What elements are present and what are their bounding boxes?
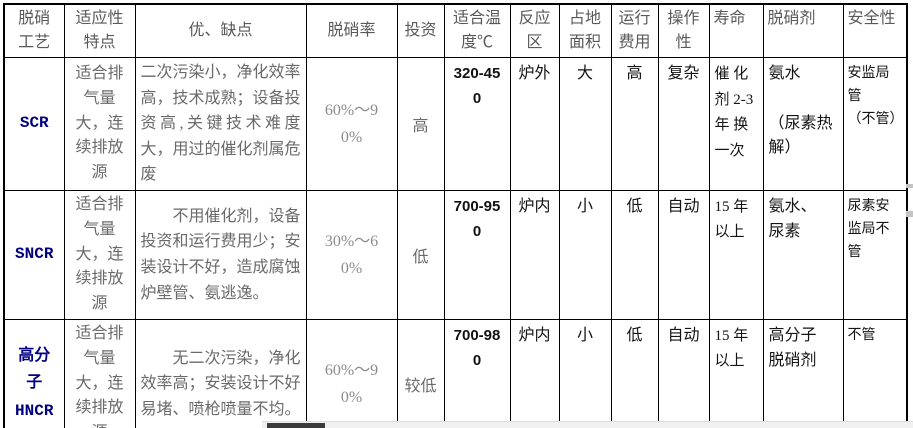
column-header-rate: 脱硝率 xyxy=(305,3,398,58)
cell-investment: 低 xyxy=(396,189,445,320)
column-header-running-cost: 运行 费用 xyxy=(610,3,659,58)
column-header-floor-area: 占地 面积 xyxy=(558,3,612,58)
column-header-investment: 投资 xyxy=(396,3,445,58)
column-header-safety: 安全性 xyxy=(842,3,908,58)
header-row: 脱硝 工艺 适应性 特点 优、缺点 脱硝率 投资 适合温 度℃ 反应 区 占地 … xyxy=(3,3,908,58)
cell-rate: 30%～6 0% xyxy=(305,189,398,320)
cell-rate: 60%～9 0% xyxy=(305,57,398,191)
cell-pros-cons: 无二次污染，净化效率高；安装设计不好易堵、喷枪喷量不均。 xyxy=(134,318,307,428)
cell-lifespan: 15 年 以上 xyxy=(708,318,764,428)
table-row-sncr: SNCR 适合排 气量 大，连 续排放 源 不用催化剂，设备投资和运行费用少；安… xyxy=(3,189,908,320)
cell-operability: 复杂 xyxy=(657,57,710,191)
cell-investment: 较低 xyxy=(396,318,445,428)
horizontal-scrollbar[interactable] xyxy=(262,421,913,428)
cell-agent: 氨水、 尿素 xyxy=(762,189,844,320)
cell-pros-cons: 二次污染小，净化效率高，技术成熟；设备投资高,关键技术难度大，用过的催化剂属危废 xyxy=(134,57,307,191)
cell-lifespan: 15 年 以上 xyxy=(708,189,764,320)
denitrification-comparison-table: 脱硝 工艺 适应性 特点 优、缺点 脱硝率 投资 适合温 度℃ 反应 区 占地 … xyxy=(3,3,908,428)
cell-floor-area: 小 xyxy=(558,318,612,428)
cell-operability: 自动 xyxy=(657,318,710,428)
cell-reaction-zone: 炉外 xyxy=(509,57,560,191)
cell-pros-cons: 不用催化剂，设备投资和运行费用少；安装设计不好，造成腐蚀炉壁管、氨逃逸。 xyxy=(134,189,307,320)
cell-lifespan: 催 化 剂 2-3 年 换 一次 xyxy=(708,57,764,191)
cell-investment: 高 xyxy=(396,57,445,191)
cell-running-cost: 高 xyxy=(610,57,659,191)
cell-agent: 氨水 （尿素热 解） xyxy=(762,57,844,191)
cell-floor-area: 大 xyxy=(558,57,612,191)
cell-temperature: 700-98 0 xyxy=(443,318,511,428)
cell-running-cost: 低 xyxy=(610,189,659,320)
right-edge-scroll-mark xyxy=(906,184,913,188)
table-row-scr: SCR 适合排 气量 大，连 续排放 源 二次污染小，净化效率高，技术成熟；设备… xyxy=(3,57,908,191)
right-edge-scroll-mark xyxy=(906,211,913,217)
table-row-hncr: 高分 子 HNCR 适合排 气量 大，连 续排放 源 无二次污染，净化效率高；安… xyxy=(3,318,908,428)
cell-running-cost: 低 xyxy=(610,318,659,428)
column-header-pros-cons: 优、缺点 xyxy=(134,3,307,58)
cell-reaction-zone: 炉内 xyxy=(509,318,560,428)
cell-process: 高分 子 HNCR xyxy=(3,318,65,428)
column-header-agent: 脱硝剂 xyxy=(762,3,844,58)
cell-agent: 高分子 脱硝剂 xyxy=(762,318,844,428)
cell-operability: 自动 xyxy=(657,189,710,320)
cell-reaction-zone: 炉内 xyxy=(509,189,560,320)
cell-floor-area: 小 xyxy=(558,189,612,320)
cell-safety: 不管 xyxy=(842,318,908,428)
cell-safety: 安监局 管 （不管） xyxy=(842,57,908,191)
cell-safety: 尿素安 监局不 管 xyxy=(842,189,908,320)
cell-adaptability: 适合排 气量 大，连 续排放 源 xyxy=(63,318,136,428)
cell-process: SNCR xyxy=(3,189,65,320)
horizontal-scrollbar-thumb[interactable] xyxy=(267,423,325,428)
cell-rate: 60%～9 0% xyxy=(305,318,398,428)
column-header-reaction-zone: 反应 区 xyxy=(509,3,560,58)
cell-temperature: 320-45 0 xyxy=(443,57,511,191)
column-header-operability: 操作 性 xyxy=(657,3,710,58)
column-header-process: 脱硝 工艺 xyxy=(3,3,65,58)
cell-adaptability: 适合排 气量 大，连 续排放 源 xyxy=(63,57,136,191)
column-header-lifespan: 寿命 xyxy=(708,3,764,58)
cell-temperature: 700-95 0 xyxy=(443,189,511,320)
cell-adaptability: 适合排 气量 大，连 续排放 源 xyxy=(63,189,136,320)
column-header-adaptability: 适应性 特点 xyxy=(63,3,136,58)
column-header-temperature: 适合温 度℃ xyxy=(443,3,511,58)
cell-process: SCR xyxy=(3,57,65,191)
